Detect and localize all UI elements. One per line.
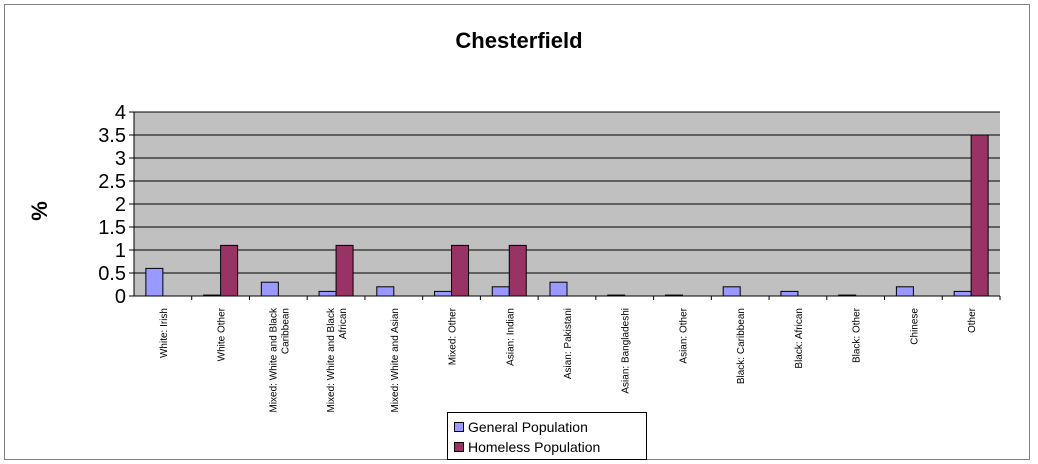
y-tick-label: 1.5 — [98, 217, 126, 239]
x-tick-label: Asian: Pakistani — [563, 308, 574, 379]
x-tick-label: Black: African — [794, 308, 805, 369]
x-tick-label: Mixed: White and BlackAfrican — [326, 307, 349, 412]
y-tick-label: 0.5 — [98, 263, 126, 285]
bar — [451, 244, 470, 297]
bar — [953, 290, 972, 297]
legend-swatch-general — [454, 422, 464, 432]
x-tick-label: Mixed: White and Asian — [390, 308, 401, 413]
bar — [220, 244, 239, 297]
bar — [722, 286, 741, 297]
chart-title: Chesterfield — [455, 28, 583, 53]
x-tick-label: Asian: Bangladeshi — [621, 308, 632, 394]
bar — [895, 286, 914, 297]
x-tick-label: Mixed: Other — [448, 307, 459, 365]
y-tick-label: 4 — [115, 102, 126, 124]
bar — [376, 286, 395, 297]
y-tick-label: 3 — [115, 148, 126, 170]
x-tick-label: Chinese — [909, 308, 920, 345]
bar — [335, 244, 354, 297]
bar — [260, 281, 279, 297]
bar — [318, 290, 337, 297]
x-tick-label: Black: Caribbean — [736, 308, 747, 384]
bar — [508, 244, 527, 297]
x-tick-label: White Other — [217, 307, 228, 361]
y-tick-label: 1 — [115, 240, 126, 262]
bar — [970, 134, 989, 297]
bar — [607, 294, 626, 297]
bar — [838, 294, 857, 297]
y-tick-label: 2 — [115, 194, 126, 216]
bar — [145, 267, 164, 297]
legend-label-general: General Population — [468, 419, 588, 435]
legend: General Population Homeless Population — [447, 412, 647, 460]
bar — [203, 294, 222, 297]
bar — [549, 281, 568, 297]
x-tick-label: Other — [967, 307, 978, 333]
legend-item-homeless: Homeless Population — [454, 439, 600, 455]
bar — [491, 286, 510, 297]
bar — [780, 290, 799, 297]
x-tick-label: White: Irish — [159, 308, 170, 358]
x-tick-label: Asian: Indian — [505, 308, 516, 366]
bar — [434, 290, 453, 297]
legend-swatch-homeless — [454, 442, 464, 452]
y-tick-label: 2.5 — [98, 171, 126, 193]
legend-item-general: General Population — [454, 419, 588, 435]
bar — [664, 294, 683, 297]
y-tick-label: 3.5 — [98, 125, 126, 147]
x-tick-label: Mixed: White and BlackCaribbean — [268, 307, 291, 412]
y-tick-label: 0 — [115, 286, 126, 308]
x-tick-label: Asian: Other — [678, 307, 689, 363]
legend-label-homeless: Homeless Population — [468, 439, 601, 455]
x-tick-label: Black: Other — [852, 307, 863, 363]
